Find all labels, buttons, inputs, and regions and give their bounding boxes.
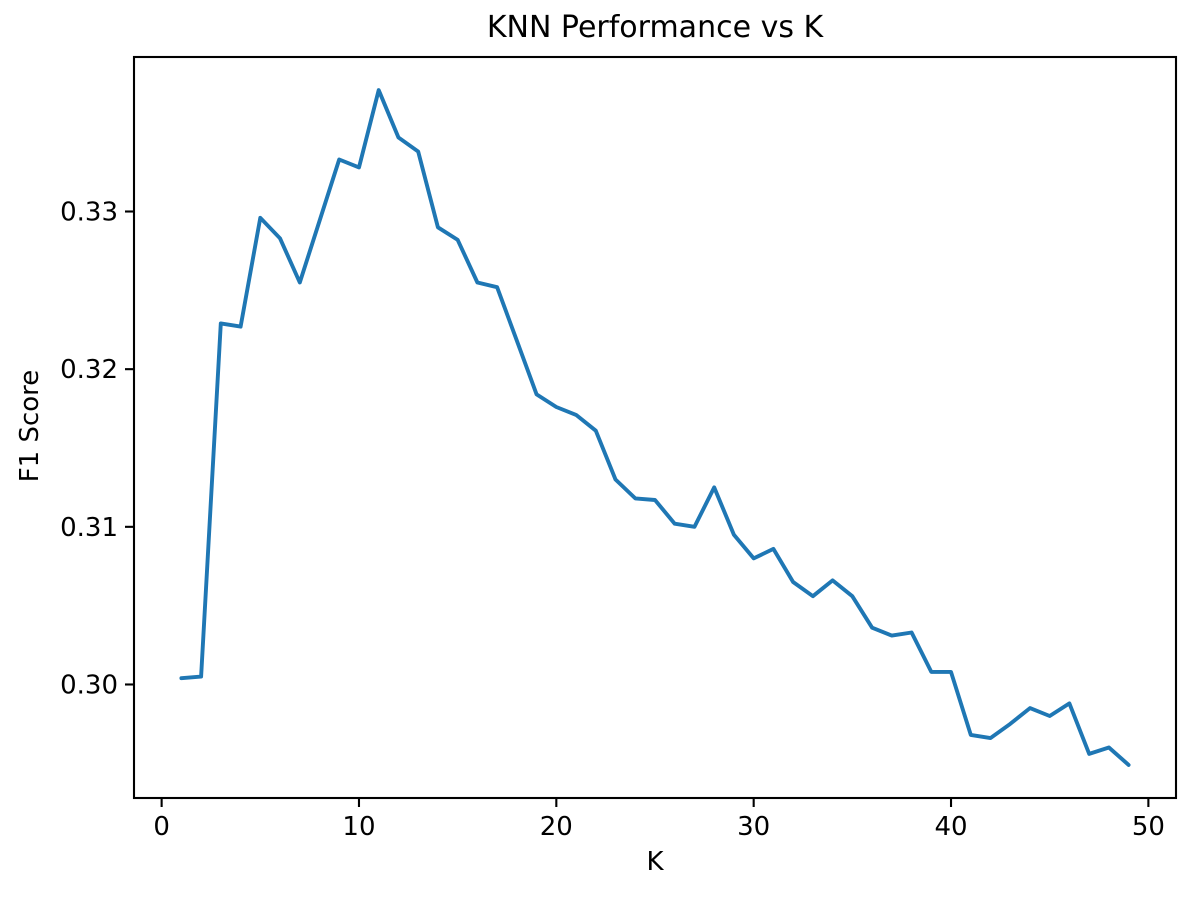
series-line (179, 88, 1131, 767)
axes-frame (132, 55, 1178, 800)
y-tick-label: 0.31 (60, 513, 118, 543)
y-tick-label: 0.30 (60, 670, 118, 700)
x-tick-label: 0 (153, 812, 170, 842)
x-tick-label: 40 (934, 812, 967, 842)
chart-title: KNN Performance vs K (487, 10, 825, 45)
x-tick-label: 10 (342, 812, 375, 842)
y-tick-label: 0.33 (60, 198, 118, 228)
x-tick-label: 50 (1132, 812, 1165, 842)
x-tick-label: 20 (540, 812, 573, 842)
x-tick-label: 30 (737, 812, 770, 842)
y-axis-label: F1 Score (15, 370, 45, 483)
y-tick-label: 0.32 (60, 355, 118, 385)
plot-area: 0 10 20 30 40 50 0.30 0.31 0.32 0.33 (60, 55, 1178, 842)
x-axis-label: K (646, 847, 664, 877)
